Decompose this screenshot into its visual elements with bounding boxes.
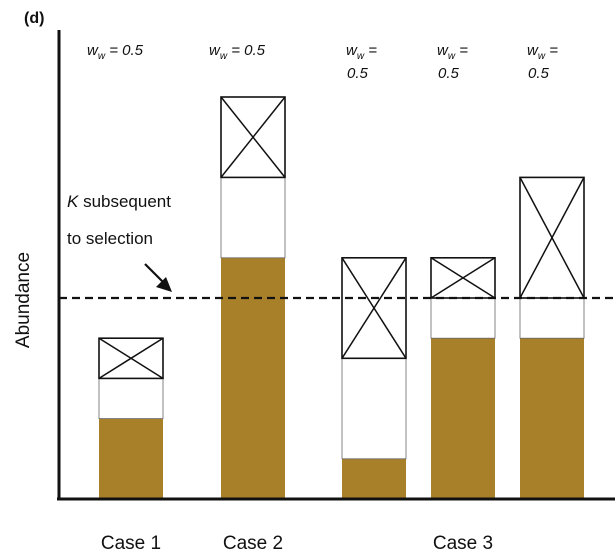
group-label-3: Case 3 — [433, 533, 493, 554]
weight-label: ww = — [346, 42, 377, 62]
bar-1 — [98, 337, 164, 499]
weight-symbol: w — [346, 42, 358, 59]
bar-cross-line — [430, 257, 496, 299]
weight-value-line2: 0.5 — [347, 65, 369, 82]
bar-filled-segment — [520, 338, 584, 499]
weight-labels: ww = 0.5 ww = 0.5 ww =0.5ww =0.5ww =0.5 — [87, 42, 558, 82]
bar-filled-segment — [221, 257, 285, 499]
weight-subscript: w — [220, 51, 228, 62]
weight-subscript: w — [357, 51, 365, 62]
bar-white-segment — [519, 297, 585, 339]
weight-value-line2: 0.5 — [438, 65, 460, 82]
k-annotation-line2: to selection — [67, 229, 153, 248]
bar-white-segment — [220, 176, 286, 259]
group-label-2: Case 2 — [223, 533, 283, 554]
bar-white-segment — [430, 297, 496, 339]
bar-filled-segment — [342, 458, 406, 499]
bar-5 — [519, 176, 585, 499]
weight-value: = 0.5 — [227, 42, 266, 59]
bar-filled-segment — [99, 418, 163, 499]
group-label-1: Case 1 — [101, 533, 161, 554]
weight-label: ww = — [437, 42, 468, 62]
k-annotation-line1: K subsequent — [67, 192, 171, 211]
bar-cross-line — [98, 337, 164, 380]
group-labels: Case 1 Case 2 Case 3 — [101, 533, 493, 554]
bar-cross-line — [220, 96, 286, 178]
weight-symbol: w — [527, 42, 539, 59]
weight-subscript: w — [448, 51, 456, 62]
weight-label: ww = 0.5 — [87, 42, 144, 62]
weight-value: = 0.5 — [105, 42, 144, 59]
bar-filled-segment — [431, 338, 495, 499]
weight-symbol: w — [87, 42, 99, 59]
annotation-arrow — [144, 263, 172, 292]
weight-value: = — [545, 42, 558, 59]
weight-label: ww = 0.5 — [209, 42, 266, 62]
k-annotation-rest: subsequent — [78, 192, 171, 211]
bar-white-segment — [341, 357, 407, 460]
weight-subscript: w — [98, 51, 106, 62]
bar-4 — [430, 256, 496, 499]
weight-value-line2: 0.5 — [528, 65, 550, 82]
weight-value: = — [455, 42, 468, 59]
weight-symbol: w — [437, 42, 449, 59]
weight-value: = — [364, 42, 377, 59]
bar-cross-line — [341, 257, 407, 359]
bar-cross-line — [519, 177, 585, 299]
bar-3 — [341, 256, 407, 499]
k-symbol: K — [67, 192, 79, 211]
weight-subscript: w — [538, 51, 546, 62]
weight-label: ww = — [527, 42, 558, 62]
bar-white-segment — [98, 377, 164, 419]
panel-label: (d) — [24, 10, 44, 27]
y-axis-label: Abundance — [13, 252, 34, 348]
weight-symbol: w — [209, 42, 221, 59]
bars-layer — [98, 96, 585, 499]
